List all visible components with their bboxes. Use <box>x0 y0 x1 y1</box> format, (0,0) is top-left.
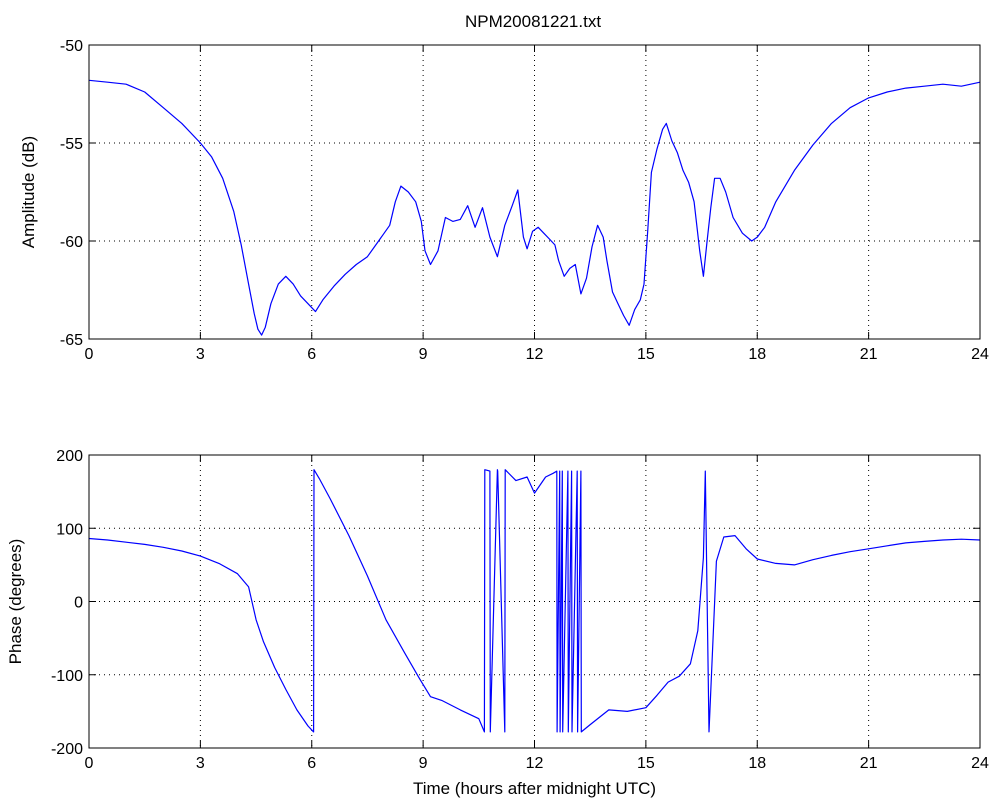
phase-xtick-label: 9 <box>419 755 428 772</box>
amplitude-ytick-label: -65 <box>60 332 83 349</box>
phase-ytick-label: -200 <box>51 741 83 758</box>
phase-xtick-label: 0 <box>85 755 94 772</box>
phase-ylabel: Phase (degrees) <box>6 539 25 665</box>
phase-xtick-label: 18 <box>748 755 766 772</box>
phase-xtick-label: 12 <box>526 755 544 772</box>
phase-xtick-label: 3 <box>196 755 205 772</box>
phase-xtick-label: 15 <box>637 755 655 772</box>
phase-ytick-label: -100 <box>51 668 83 685</box>
amplitude-xtick-label: 9 <box>419 346 428 363</box>
phase-panel: 0 3 6 9 12 15 18 21 24 -200 -100 0 100 200 Phase (degr… <box>6 448 989 798</box>
phase-xtick-label: 6 <box>307 755 316 772</box>
amplitude-ytick-label: -55 <box>60 136 83 153</box>
phase-ytick-label: 100 <box>56 521 83 538</box>
amplitude-ytick-label: -50 <box>60 38 83 55</box>
phase-xtick-label: 21 <box>860 755 878 772</box>
amplitude-xtick-label: 6 <box>307 346 316 363</box>
phase-ytick-label: 0 <box>74 595 83 612</box>
amplitude-ylabel: Amplitude (dB) <box>19 136 38 248</box>
amplitude-xtick-label: 21 <box>860 346 878 363</box>
chart-title: NPM20081221.txt <box>465 12 601 31</box>
phase-xlabel: Time (hours after midnight UTC) <box>413 779 656 798</box>
amplitude-xtick-label: 18 <box>748 346 766 363</box>
amplitude-xtick-label: 0 <box>85 346 94 363</box>
phase-xtick-label: 24 <box>971 755 989 772</box>
amplitude-xtick-label: 24 <box>971 346 989 363</box>
amplitude-xtick-label: 3 <box>196 346 205 363</box>
amplitude-xtick-label: 15 <box>637 346 655 363</box>
amplitude-series-line <box>88 79 981 336</box>
amplitude-xtick-label: 12 <box>526 346 544 363</box>
phase-series-line <box>88 469 981 733</box>
phase-ytick-label: 200 <box>56 448 83 465</box>
amplitude-ytick-label: -60 <box>60 234 83 251</box>
amplitude-plot-area <box>89 45 980 339</box>
amplitude-panel: 0 3 6 9 12 15 18 21 24 -65 -60 -55 -50 Amplitude (dB) <box>19 38 989 363</box>
